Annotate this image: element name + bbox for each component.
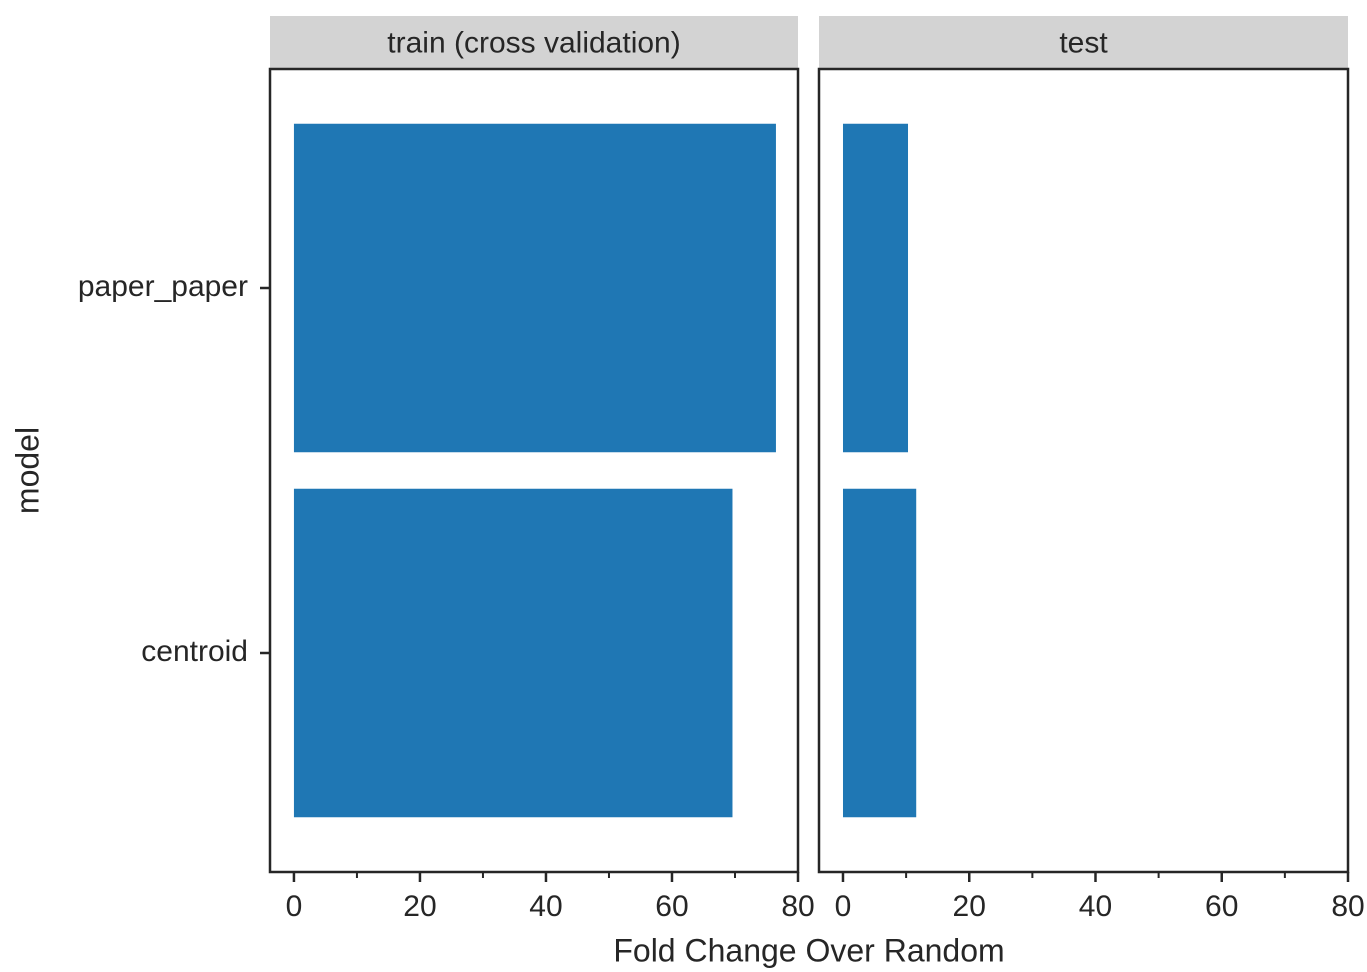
bar [842, 123, 909, 453]
x-axis-label: Fold Change Over Random [613, 932, 1004, 968]
x-tick-label: 80 [781, 890, 814, 923]
bar [842, 488, 917, 818]
panel-title: train (cross validation) [387, 26, 680, 59]
panel-title: test [1059, 26, 1108, 59]
x-tick-label: 0 [286, 890, 303, 923]
strip [270, 16, 798, 69]
x-tick-label: 40 [529, 890, 562, 923]
x-tick-label: 40 [1079, 890, 1112, 923]
x-tick-label: 20 [953, 890, 986, 923]
bar [293, 123, 776, 453]
bar [293, 488, 733, 818]
x-tick-label: 20 [403, 890, 436, 923]
y-tick-label: centroid [141, 635, 248, 668]
panel-frame [817, 67, 1350, 874]
x-tick-label: 60 [1205, 890, 1238, 923]
y-axis-label: model [9, 427, 45, 514]
y-tick-label: paper_paper [78, 270, 248, 303]
x-tick-label: 80 [1331, 890, 1364, 923]
panel-frame [268, 67, 800, 874]
x-tick-label: 60 [655, 890, 688, 923]
x-tick-label: 0 [835, 890, 852, 923]
strip [819, 16, 1348, 69]
